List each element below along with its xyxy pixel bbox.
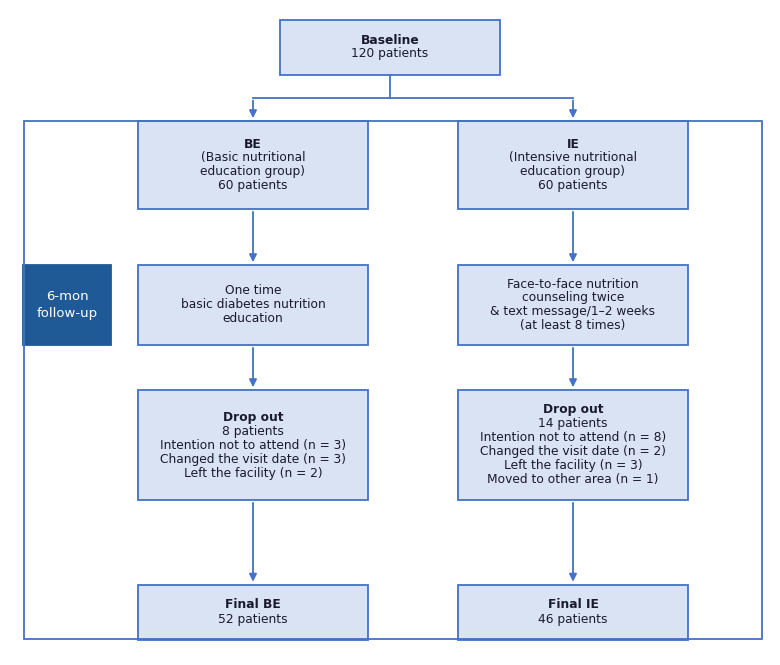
Text: Final IE: Final IE bbox=[548, 598, 598, 612]
Bar bbox=[138, 121, 368, 209]
Text: Intention not to attend (n = 3): Intention not to attend (n = 3) bbox=[160, 438, 346, 452]
Text: (Intensive nutritional: (Intensive nutritional bbox=[509, 152, 637, 164]
Text: Moved to other area (n = 1): Moved to other area (n = 1) bbox=[488, 473, 659, 487]
Text: 60 patients: 60 patients bbox=[538, 180, 608, 192]
Text: Changed the visit date (n = 2): Changed the visit date (n = 2) bbox=[480, 446, 666, 458]
Bar bbox=[458, 390, 688, 500]
Text: (at least 8 times): (at least 8 times) bbox=[520, 319, 626, 332]
Text: counseling twice: counseling twice bbox=[522, 291, 624, 305]
Text: One time: One time bbox=[225, 285, 282, 297]
Text: Face-to-face nutrition: Face-to-face nutrition bbox=[507, 277, 639, 291]
Text: Left the facility (n = 2): Left the facility (n = 2) bbox=[183, 467, 322, 479]
Text: & text message/1–2 weeks: & text message/1–2 weeks bbox=[491, 305, 655, 319]
Text: Drop out: Drop out bbox=[223, 410, 283, 424]
Text: basic diabetes nutrition: basic diabetes nutrition bbox=[181, 299, 325, 311]
Text: IE: IE bbox=[566, 138, 580, 150]
Text: Changed the visit date (n = 3): Changed the visit date (n = 3) bbox=[160, 452, 346, 466]
Text: 52 patients: 52 patients bbox=[218, 612, 288, 626]
Text: education group): education group) bbox=[200, 166, 306, 178]
Text: (Basic nutritional: (Basic nutritional bbox=[200, 152, 305, 164]
Text: education: education bbox=[222, 313, 283, 325]
Text: 6-mon: 6-mon bbox=[46, 291, 88, 303]
Bar bbox=[138, 390, 368, 500]
Text: follow-up: follow-up bbox=[37, 307, 98, 319]
Bar bbox=[458, 265, 688, 345]
Text: Baseline: Baseline bbox=[360, 33, 420, 47]
Bar bbox=[458, 121, 688, 209]
Bar bbox=[458, 585, 688, 640]
Bar bbox=[280, 19, 500, 74]
Text: 14 patients: 14 patients bbox=[538, 418, 608, 430]
Bar bbox=[23, 265, 111, 345]
Text: Drop out: Drop out bbox=[543, 404, 603, 416]
Text: Left the facility (n = 3): Left the facility (n = 3) bbox=[504, 460, 642, 473]
Bar bbox=[24, 121, 762, 639]
Text: 120 patients: 120 patients bbox=[351, 47, 429, 61]
Text: 60 patients: 60 patients bbox=[218, 180, 288, 192]
Text: 46 patients: 46 patients bbox=[538, 612, 608, 626]
Text: 8 patients: 8 patients bbox=[222, 424, 284, 438]
Text: BE: BE bbox=[244, 138, 262, 150]
Text: education group): education group) bbox=[520, 166, 626, 178]
Text: Final BE: Final BE bbox=[225, 598, 281, 612]
Bar bbox=[138, 265, 368, 345]
Bar bbox=[138, 585, 368, 640]
Text: Intention not to attend (n = 8): Intention not to attend (n = 8) bbox=[480, 432, 666, 444]
